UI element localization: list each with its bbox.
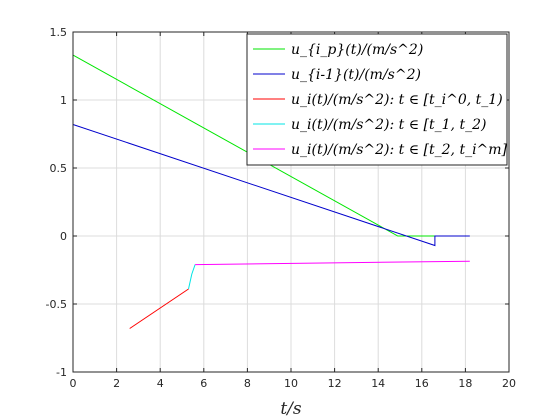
x-tick-label: 18	[458, 377, 472, 390]
series-line-3	[129, 288, 189, 329]
x-tick-label: 10	[284, 377, 298, 390]
x-tick-label: 2	[113, 377, 120, 390]
x-axis-label: t/s	[280, 399, 302, 419]
series-lines	[72, 54, 470, 329]
x-tick-label: 6	[200, 377, 207, 390]
series-line-5	[195, 260, 470, 266]
x-tick-label: 20	[502, 377, 516, 390]
legend-label-4: u_i(t)/(m/s^2): t ∈ [t_1, t_2)	[291, 117, 486, 133]
x-tick-label: 8	[244, 377, 251, 390]
y-tick-label: -1	[56, 366, 67, 379]
legend-label-1: u_{i_p}(t)/(m/s^2)	[291, 42, 423, 58]
legend-box	[246, 33, 508, 166]
y-tick-label: 0	[60, 230, 67, 243]
legend: u_{i_p}(t)/(m/s^2) u_{i-1}(t)/(m/s^2) u_i(…	[246, 33, 508, 166]
y-tick-label: -0.5	[46, 298, 67, 311]
series-line-4	[188, 264, 196, 290]
x-tick-label: 4	[157, 377, 164, 390]
legend-label-3: u_i(t)/(m/s^2): t ∈ [t_i^0, t_1)	[291, 92, 503, 108]
x-tick-label: 14	[371, 377, 385, 390]
y-tick-label: 0.5	[50, 162, 68, 175]
y-tick-label: 1.5	[50, 26, 68, 39]
series-line-1	[72, 54, 435, 237]
series-line-2	[72, 124, 470, 247]
x-tick-label: 12	[328, 377, 342, 390]
legend-label-5: u_i(t)/(m/s^2): t ∈ [t_2, t_i^m]	[291, 142, 508, 158]
x-tick-label: 16	[415, 377, 429, 390]
axis-ticks: 0 2 4 6 8 10 12 14 16 18 20 -1 -0.5 0 0.5 1 1.5	[46, 26, 516, 390]
legend-label-2: u_{i-1}(t)/(m/s^2)	[291, 67, 421, 83]
y-tick-label: 1	[60, 94, 67, 107]
x-tick-label: 0	[70, 377, 77, 390]
